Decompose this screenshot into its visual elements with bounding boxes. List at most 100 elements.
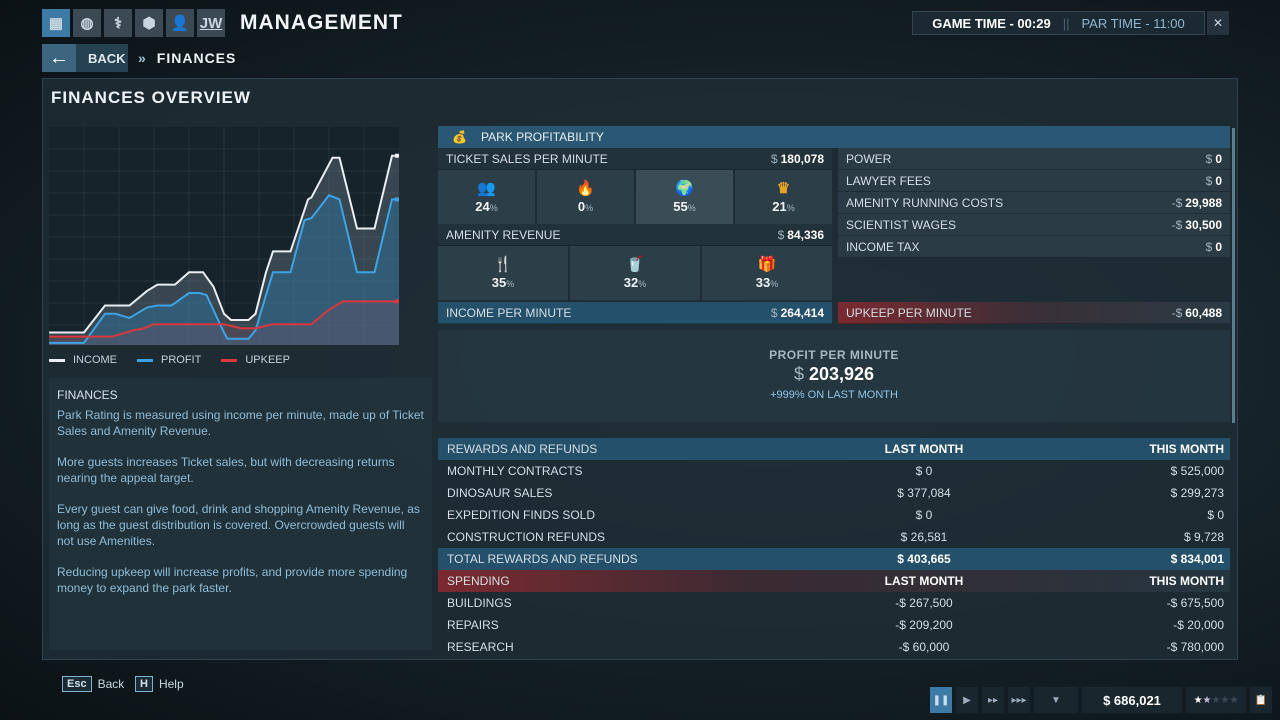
area-upkeep bbox=[49, 301, 399, 345]
status-bar: ❚❚ ▶ ▸▸ ▸▸▸ ▼ $ 686,021 ★ ★ ★ ★ ★ 📋 bbox=[930, 686, 1272, 714]
star-icon: ★ bbox=[1202, 694, 1212, 706]
star-icon: ★ bbox=[1193, 694, 1203, 706]
esc-back-hint[interactable]: Esc Back bbox=[62, 676, 124, 692]
segment-luxury: ♛ 21% bbox=[735, 170, 832, 224]
jw-logo-icon[interactable]: JW bbox=[197, 9, 225, 37]
nature-guest-icon: 🌍 bbox=[675, 180, 694, 197]
legend-profit: PROFIT bbox=[137, 354, 201, 366]
globe-icon[interactable]: ◍ bbox=[73, 9, 101, 37]
star-icon: ★ bbox=[1220, 694, 1230, 706]
pause-button[interactable]: ❚❚ bbox=[930, 687, 952, 713]
amenity-segments: 🍴 35% 🥤 32% 🎁 33% bbox=[438, 246, 832, 300]
info-paragraph: Reducing upkeep will increase profits, a… bbox=[57, 565, 408, 595]
profitability-title: PARK PROFITABILITY bbox=[480, 130, 604, 144]
line-upkeep bbox=[49, 300, 399, 338]
management-icon[interactable]: ▦ bbox=[42, 9, 70, 37]
hexagon-cluster-icon[interactable]: ⬢ bbox=[135, 9, 163, 37]
table-row: CONSTRUCTION REFUNDS $ 26,581 $ 9,728 bbox=[447, 530, 1224, 544]
info-paragraph: More guests increases Ticket sales, but … bbox=[57, 455, 395, 485]
table-row: EXPEDITION FINDS SOLD $ 0 $ 0 bbox=[447, 508, 1224, 522]
help-hint[interactable]: H Help bbox=[135, 676, 184, 692]
food-icon: 🍴 bbox=[493, 256, 513, 273]
chart-legend: INCOME PROFIT UPKEEP bbox=[49, 354, 290, 366]
rewards-total-row: TOTAL REWARDS AND REFUNDS $ 403,665 $ 834,… bbox=[438, 548, 1230, 570]
profitability-header: 💰 PARK PROFITABILITY bbox=[438, 126, 1230, 148]
profit-label: PROFIT PER MINUTE bbox=[769, 348, 899, 362]
back-button[interactable]: ← BACK bbox=[42, 44, 128, 72]
cost-row: INCOME TAX $0 bbox=[838, 236, 1230, 258]
spending-header: SPENDING LAST MONTH THIS MONTH bbox=[438, 570, 1230, 592]
star-icon: ★ bbox=[1211, 694, 1221, 706]
double-chevron-icon: » bbox=[138, 50, 147, 66]
ticket-sales-row: TICKET SALES PER MINUTE $180,078 bbox=[438, 148, 832, 170]
info-paragraph: Every guest can give food, drink and sho… bbox=[57, 502, 420, 548]
play-icon[interactable]: ▶ bbox=[956, 687, 978, 713]
segment-drink: 🥤 32% bbox=[570, 246, 700, 300]
park-profitability: 💰 PARK PROFITABILITY bbox=[438, 126, 1230, 148]
segment-group: 👥 24% bbox=[438, 170, 535, 224]
page-title: FINANCES OVERVIEW bbox=[51, 88, 251, 107]
endpoint-income bbox=[395, 153, 399, 158]
cost-row: SCIENTIST WAGES -$ 30,500 bbox=[838, 214, 1230, 236]
costs-column: POWER $0 LAWYER FEES $0 AMENITY RUNNING CO… bbox=[838, 148, 1230, 324]
info-paragraph: Park Rating is measured using income per… bbox=[57, 408, 424, 438]
cost-row: AMENITY RUNNING COSTS -$ 29,988 bbox=[838, 192, 1230, 214]
segment-gift: 🎁 33% bbox=[702, 246, 832, 300]
thrill-seeker-icon: 🔥 bbox=[576, 180, 595, 197]
park-rating-stars: ★ ★ ★ ★ ★ bbox=[1186, 687, 1246, 713]
star-icon: ★ bbox=[1229, 694, 1239, 706]
table-row: MONTHLY CONTRACTS $ 0 $ 525,000 bbox=[447, 464, 1224, 478]
line-profit bbox=[49, 194, 399, 344]
collapse-button[interactable]: ✕ bbox=[1207, 11, 1229, 35]
income-per-minute-row: INCOME PER MINUTE $264,414 bbox=[438, 302, 832, 324]
area-income bbox=[49, 155, 399, 345]
segment-thrill: 🔥 0% bbox=[537, 170, 634, 224]
luxury-guest-icon: ♛ bbox=[776, 180, 791, 197]
drink-icon: 🥤 bbox=[625, 256, 645, 273]
income-column: TICKET SALES PER MINUTE $180,078 👥 24% 🔥 0%… bbox=[438, 148, 832, 324]
legend-income: INCOME bbox=[49, 354, 117, 366]
page-header-title: MANAGEMENT bbox=[240, 11, 403, 34]
rewards-header: REWARDS AND REFUNDS LAST MONTH THIS MONTH bbox=[438, 438, 1230, 460]
rewards-spending-table: REWARDS AND REFUNDS LAST MONTH THIS MONTH … bbox=[438, 438, 1230, 658]
line-income bbox=[49, 154, 399, 334]
profit-per-minute-panel: PROFIT PER MINUTE $ 203,926 +999% ON LAS… bbox=[438, 330, 1230, 422]
profit-value: $ 203,926 bbox=[793, 364, 875, 384]
money-display: $ 686,021 bbox=[1082, 687, 1182, 713]
fastest-forward-icon[interactable]: ▸▸▸ bbox=[1008, 687, 1030, 713]
back-label: BACK bbox=[88, 50, 126, 66]
arrow-left-icon: ← bbox=[42, 44, 76, 72]
endpoint-profit bbox=[395, 197, 399, 202]
segment-nature: 🌍 55% bbox=[636, 170, 733, 224]
scrollbar[interactable] bbox=[1232, 128, 1235, 423]
table-row: RESEARCH -$ 60,000 -$ 780,000 bbox=[447, 640, 1224, 654]
clipboard-icon[interactable]: 📋 bbox=[1250, 687, 1272, 713]
cost-row: LAWYER FEES $0 bbox=[838, 170, 1230, 192]
amenity-revenue-row: AMENITY REVENUE $84,336 bbox=[438, 224, 832, 246]
divider: || bbox=[1062, 15, 1070, 31]
table-row: BUILDINGS -$ 267,500 -$ 675,500 bbox=[447, 596, 1224, 610]
group-icon: 👥 bbox=[477, 180, 496, 197]
table-row: REPAIRS -$ 209,200 -$ 20,000 bbox=[447, 618, 1224, 632]
breadcrumb: » FINANCES bbox=[138, 50, 236, 66]
time-display: GAME TIME - 00:29 || PAR TIME - 11:00 bbox=[912, 11, 1205, 35]
person-icon[interactable]: 👤 bbox=[166, 9, 194, 37]
money-bag-icon: 💰 bbox=[452, 130, 467, 144]
segment-food: 🍴 35% bbox=[438, 246, 568, 300]
finance-chart bbox=[49, 127, 399, 345]
legend-upkeep: UPKEEP bbox=[221, 354, 290, 366]
endpoint-upkeep bbox=[395, 299, 399, 304]
area-profit bbox=[49, 195, 399, 345]
dna-icon[interactable]: ⚕ bbox=[104, 9, 132, 37]
cost-row: POWER $0 bbox=[838, 148, 1230, 170]
fast-forward-icon[interactable]: ▸▸ bbox=[982, 687, 1004, 713]
alert-slider[interactable]: ▼ bbox=[1034, 687, 1078, 713]
profit-change: +999% ON LAST MONTH bbox=[770, 389, 898, 401]
par-time: PAR TIME - 11:00 bbox=[1081, 15, 1185, 31]
game-time: GAME TIME - 00:29 bbox=[932, 15, 1051, 31]
info-title: FINANCES bbox=[57, 388, 118, 402]
guest-segments: 👥 24% 🔥 0% 🌍 55% ♛ 21% bbox=[438, 170, 832, 224]
breadcrumb-current: FINANCES bbox=[156, 50, 237, 66]
table-row: DINOSAUR SALES $ 377,084 $ 299,273 bbox=[447, 486, 1224, 500]
finances-info-panel: FINANCES Park Rating is measured using i… bbox=[49, 378, 432, 650]
